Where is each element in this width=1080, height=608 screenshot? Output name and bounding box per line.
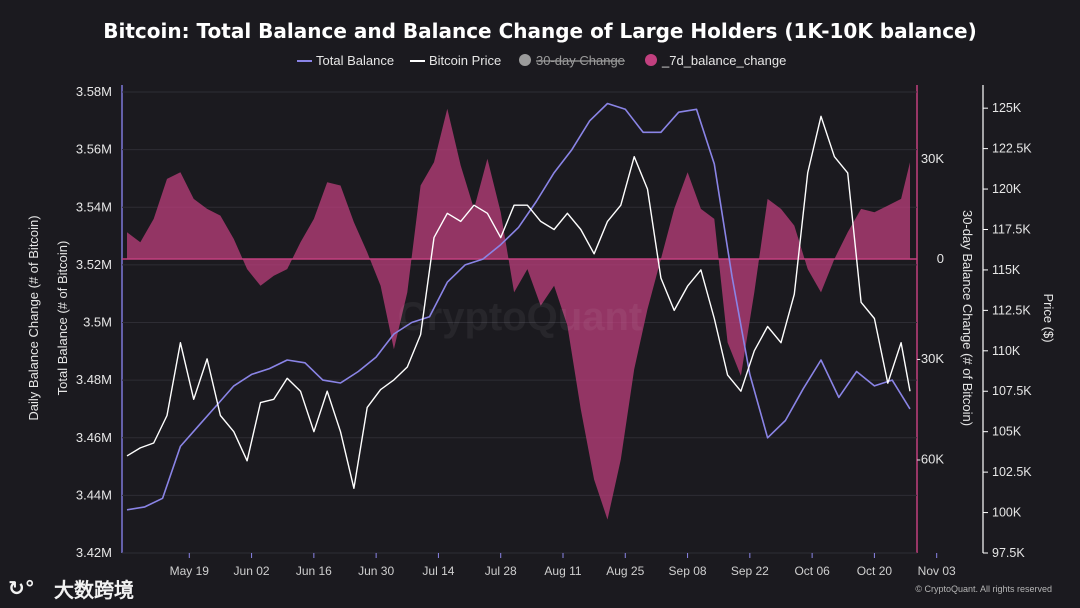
legend: Total Balance Bitcoin Price 30-day Chang…	[297, 53, 786, 68]
x-tick-label: Jul 28	[485, 564, 517, 578]
y-mid-title: 30-day Balance Change (# of Bitcoin)	[960, 210, 975, 426]
x-tick-label: May 19	[170, 564, 210, 578]
y-mid-tick-label: 0	[937, 251, 944, 266]
y-right-tick-label: 105K	[992, 425, 1022, 439]
x-tick-label: Sep 08	[669, 564, 707, 578]
y-right-tick-label: 117.5K	[992, 222, 1031, 236]
y-left-tick-label: 3.46M	[76, 430, 112, 445]
x-tick-label: Jun 30	[358, 564, 394, 578]
y-right-tick-label: 120K	[992, 182, 1022, 196]
y-right-tick-label: 102.5K	[992, 465, 1032, 479]
y-left-tick-label: 3.5M	[83, 315, 112, 330]
y-left-tick-label: 3.44M	[76, 487, 112, 502]
y-right-tick-label: 100K	[992, 506, 1022, 520]
brand-logo-icon: ↻°	[8, 576, 35, 600]
brand-logo: ↻° 大数跨境	[8, 576, 134, 602]
y-right-tick-label: 122.5K	[992, 142, 1032, 156]
chart-title: Bitcoin: Total Balance and Balance Chang…	[103, 19, 977, 43]
y-right-tick-label: 112.5K	[992, 303, 1031, 317]
y-right-tick-label: 97.5K	[992, 546, 1025, 560]
legend-label-7d-balance-change: _7d_balance_change	[661, 53, 786, 68]
legend-label-total-balance: Total Balance	[316, 53, 394, 68]
x-tick-label: Oct 06	[794, 564, 830, 578]
legend-label-bitcoin-price: Bitcoin Price	[429, 53, 501, 68]
x-tick-label: Jul 14	[422, 564, 454, 578]
y-right-title: Price ($)	[1041, 293, 1056, 342]
x-tick-label: Jun 02	[234, 564, 270, 578]
legend-item-bitcoin-price[interactable]: Bitcoin Price	[410, 53, 501, 68]
y-mid-tick-label: -60K	[917, 451, 945, 466]
y-left-tick-label: 3.56M	[76, 142, 112, 157]
x-tick-label: Oct 20	[857, 564, 893, 578]
y-left-tick-label: 3.42M	[76, 545, 112, 560]
x-tick-label: Nov 03	[918, 564, 956, 578]
brand-name: 大数跨境	[54, 578, 134, 602]
y-left-tick-label: 3.48M	[76, 372, 112, 387]
y-mid-tick-label: -30K	[917, 351, 945, 366]
x-tick-label: Jun 16	[296, 564, 332, 578]
y-left-tick-label: 3.58M	[76, 84, 112, 99]
y-left-tick-label: 3.54M	[76, 199, 112, 214]
y-left-tick-label: 3.52M	[76, 257, 112, 272]
series-7d-balance-change-area	[127, 108, 910, 520]
y-right-tick-label: 107.5K	[992, 384, 1032, 398]
legend-item-total-balance[interactable]: Total Balance	[297, 53, 394, 68]
copyright-credit: © CryptoQuant. All rights reserved	[915, 584, 1052, 594]
grid	[122, 91, 917, 554]
legend-item-30-day-change[interactable]: 30-day Change	[519, 53, 625, 68]
y-left-outer-title: Daily Balance Change (# of Bitcoin)	[26, 215, 41, 420]
line-layer	[126, 102, 911, 511]
y-left-title: Total Balance (# of Bitcoin)	[55, 241, 70, 396]
x-tick-label: Aug 25	[606, 564, 644, 578]
y-right-tick-label: 110K	[992, 344, 1021, 358]
y-mid-tick-label: 30K	[921, 151, 944, 166]
x-tick-label: Sep 22	[731, 564, 769, 578]
watermark: CryptoQuant	[398, 295, 642, 339]
series-total-balance-line	[126, 102, 911, 511]
ticks-layer: 3.58M 3.56M 3.54M 3.52M 3.5M 3.48M 3.46M 3.44M 3…	[76, 84, 1032, 578]
y-right-tick-label: 125K	[992, 101, 1022, 115]
balance-change-area-layer	[122, 108, 917, 520]
x-tick-label: Aug 11	[544, 564, 581, 578]
series-bitcoin-price-line	[126, 115, 911, 489]
y-right-tick-label: 115K	[992, 263, 1021, 277]
legend-label-30-day-change: 30-day Change	[536, 53, 625, 68]
legend-item-7d-balance-change[interactable]: _7d_balance_change	[645, 53, 786, 68]
